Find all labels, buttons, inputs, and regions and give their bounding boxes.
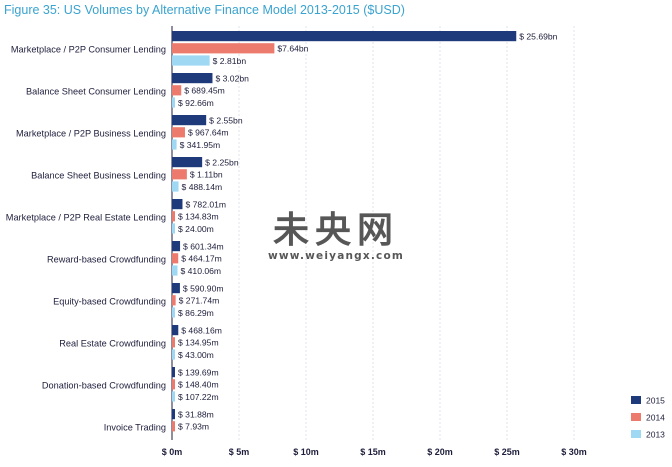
data-label: $ 25.69bn [519,31,557,41]
x-axis-ticks: $ 0m $ 5m $ 10m $ 15m $ 20m $ 25m $ 30m [162,447,587,457]
category-label: Balance Sheet Consumer Lending [26,86,166,96]
bar-2013 [172,307,175,318]
bar-2014 [172,211,175,222]
bar-2015 [172,283,180,294]
data-label: $ 31.88m [178,409,214,419]
data-label: $ 134.95m [178,338,219,348]
data-label: $ 24.00m [178,224,214,234]
bar-2014 [172,295,176,306]
bar-2014 [172,379,175,390]
category-label: Donation-based Crowdfunding [42,380,166,390]
x-tick-label: $ 30m [561,447,587,457]
bar-2013 [172,349,175,360]
data-label: $ 488.14m [182,182,223,192]
category-label: Reward-based Crowdfunding [47,254,166,264]
data-label: $ 134.83m [178,212,219,222]
bar-2014 [172,337,175,348]
watermark-logo: 未央网 [273,210,399,251]
data-label: $ 271.74m [179,296,220,306]
data-label: $ 2.55bn [209,115,243,125]
category-label: Balance Sheet Business Lending [31,170,166,180]
legend-swatch-2013 [631,430,641,438]
category-label: Marketplace / P2P Real Estate Lending [6,212,166,222]
legend-label: 2015 [646,396,665,406]
x-tick-label: $ 20m [427,447,453,457]
x-tick-label: $ 5m [229,447,250,457]
category-label: Real Estate Crowdfunding [59,338,166,348]
bar-2014 [172,127,185,138]
bar-2013 [172,181,179,192]
x-tick-label: $ 15m [360,447,386,457]
data-label: $ 2.81bn [213,56,247,66]
legend-label: 2014 [646,413,665,423]
chart-title: Figure 35: US Volumes by Alternative Fin… [4,3,405,17]
x-tick-label: $ 10m [293,447,319,457]
data-label: $ 7.93m [178,422,209,432]
value-labels: $ 25.69bn $7.64bn $ 2.81bn $ 3.02bn $ 689.45… [178,31,558,431]
bar-2015 [172,115,207,126]
data-label: $7.64bn [277,44,308,54]
bars [172,31,517,432]
watermark-url: www.weiyangx.com [268,250,404,262]
legend: 2015 2014 2013 [631,396,665,440]
data-label: $ 2.25bn [205,157,239,167]
data-label: $ 468.16m [181,325,222,335]
data-label: $ 689.45m [184,86,225,96]
data-label: $ 148.40m [178,380,219,390]
bar-2014 [172,43,275,54]
bar-2015 [172,409,175,420]
bar-2014 [172,85,182,96]
bar-2015 [172,73,213,84]
bar-2015 [172,367,175,378]
data-label: $ 92.66m [178,98,214,108]
data-label: $ 139.69m [178,367,219,377]
legend-swatch-2014 [631,413,641,421]
data-label: $ 86.29m [178,308,214,318]
data-label: $ 782.01m [185,199,226,209]
data-label: $ 601.34m [183,241,224,251]
data-label: $ 590.90m [183,283,224,293]
bar-2014 [172,253,179,264]
data-label: $ 464.17m [181,254,222,264]
data-label: $ 1.11bn [190,170,223,180]
x-tick-label: $ 0m [162,447,183,457]
bar-2014 [172,169,187,180]
bar-2015 [172,157,203,168]
bar-2013 [172,223,175,234]
bar-2013 [172,139,177,150]
category-label: Marketplace / P2P Consumer Lending [11,44,166,54]
data-label: $ 43.00m [178,350,214,360]
bar-2013 [172,55,210,66]
bar-2014 [172,421,175,432]
data-label: $ 410.06m [180,266,221,276]
legend-label: 2013 [646,430,665,440]
category-label: Equity-based Crowdfunding [53,296,166,306]
bar-2013 [172,97,175,108]
bar-2013 [172,265,178,276]
bar-2015 [172,325,179,336]
x-tick-label: $ 25m [494,447,520,457]
legend-swatch-2015 [631,396,641,404]
data-label: $ 107.22m [178,392,219,402]
bar-2015 [172,199,183,210]
bar-2015 [172,241,181,252]
category-label: Marketplace / P2P Business Lending [16,128,166,138]
data-label: $ 967.64m [188,128,229,138]
bar-2013 [172,391,175,402]
category-label: Invoice Trading [104,422,166,432]
data-label: $ 3.02bn [215,73,249,83]
category-labels: Marketplace / P2P Consumer Lending Balanc… [6,44,166,432]
data-label: $ 341.95m [180,140,221,150]
bar-2015 [172,31,517,42]
